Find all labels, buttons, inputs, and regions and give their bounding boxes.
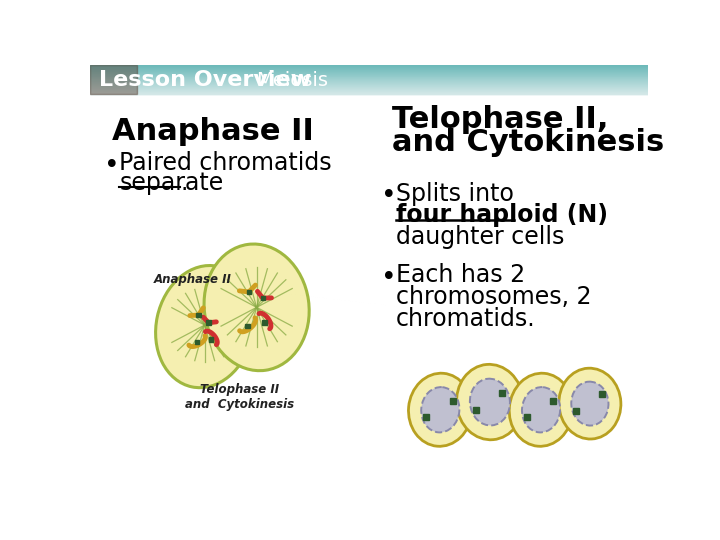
Ellipse shape	[522, 387, 560, 433]
Bar	[90, 74, 648, 75]
Text: Meiosis: Meiosis	[256, 71, 328, 90]
Bar	[90, 68, 648, 69]
Bar	[90, 91, 648, 92]
Bar	[90, 75, 648, 76]
Text: Paired chromatids: Paired chromatids	[120, 151, 332, 175]
Bar	[90, 85, 648, 86]
Text: Telophase II
and  Cytokinesis: Telophase II and Cytokinesis	[185, 383, 294, 411]
Text: .: .	[181, 171, 188, 195]
Ellipse shape	[559, 368, 621, 439]
Bar	[90, 90, 648, 91]
Bar	[90, 80, 648, 81]
Bar	[90, 73, 648, 74]
Bar	[90, 66, 648, 67]
Text: •: •	[381, 265, 396, 291]
Bar	[90, 78, 648, 79]
Bar	[90, 76, 648, 77]
Bar	[196, 313, 201, 318]
Bar	[90, 77, 648, 78]
Bar	[90, 79, 648, 80]
Bar	[209, 338, 213, 342]
Bar	[90, 72, 648, 73]
Ellipse shape	[421, 387, 459, 433]
Bar	[90, 77, 648, 78]
Bar	[90, 87, 648, 88]
Bar	[262, 320, 266, 325]
Bar	[194, 340, 199, 345]
Text: chromatids.: chromatids.	[396, 307, 536, 330]
Text: daughter cells: daughter cells	[396, 225, 564, 249]
Bar	[90, 89, 648, 90]
Bar	[90, 83, 648, 84]
Bar	[90, 67, 648, 68]
Bar	[206, 320, 211, 325]
Bar	[245, 323, 250, 328]
Bar	[90, 93, 648, 94]
Ellipse shape	[470, 379, 510, 426]
Ellipse shape	[571, 382, 608, 426]
Bar	[90, 75, 648, 76]
Ellipse shape	[456, 364, 523, 440]
Bar	[90, 70, 648, 71]
Ellipse shape	[156, 266, 254, 388]
Bar	[90, 84, 648, 85]
Text: Each has 2: Each has 2	[396, 264, 526, 287]
Text: •: •	[104, 153, 120, 179]
Bar	[90, 90, 648, 91]
Bar	[261, 296, 265, 300]
Bar	[90, 70, 648, 71]
Bar	[90, 93, 648, 94]
Bar	[90, 79, 648, 80]
Text: and Cytokinesis: and Cytokinesis	[392, 128, 665, 157]
Bar	[90, 78, 648, 79]
Ellipse shape	[509, 373, 573, 446]
Text: Telophase II,: Telophase II,	[392, 105, 608, 134]
Bar	[90, 84, 648, 85]
Bar	[90, 85, 648, 86]
Bar	[90, 89, 648, 90]
Bar	[90, 69, 648, 70]
Bar	[90, 71, 648, 72]
Bar	[90, 73, 648, 75]
Bar	[90, 68, 648, 69]
Bar	[90, 83, 648, 84]
Text: •: •	[381, 184, 396, 210]
Bar	[90, 65, 648, 66]
Text: Anaphase II: Anaphase II	[112, 117, 314, 146]
Bar	[90, 69, 648, 70]
Bar	[246, 289, 251, 294]
Bar	[90, 72, 648, 73]
Bar	[90, 88, 648, 89]
Bar	[90, 65, 648, 66]
Bar	[90, 92, 648, 93]
Text: four haploid (N): four haploid (N)	[396, 204, 608, 227]
Bar	[90, 86, 648, 87]
Text: separate: separate	[120, 171, 224, 195]
Bar	[90, 80, 648, 82]
Bar	[90, 65, 137, 94]
Bar	[90, 87, 648, 89]
Text: chromosomes, 2: chromosomes, 2	[396, 285, 592, 309]
Text: Lesson Overview: Lesson Overview	[99, 70, 312, 90]
Text: Splits into: Splits into	[396, 182, 514, 206]
Bar	[90, 92, 648, 93]
Ellipse shape	[204, 244, 309, 370]
Ellipse shape	[408, 373, 472, 446]
Bar	[90, 82, 648, 83]
Bar	[90, 81, 648, 82]
Text: Anaphase II: Anaphase II	[153, 273, 231, 286]
